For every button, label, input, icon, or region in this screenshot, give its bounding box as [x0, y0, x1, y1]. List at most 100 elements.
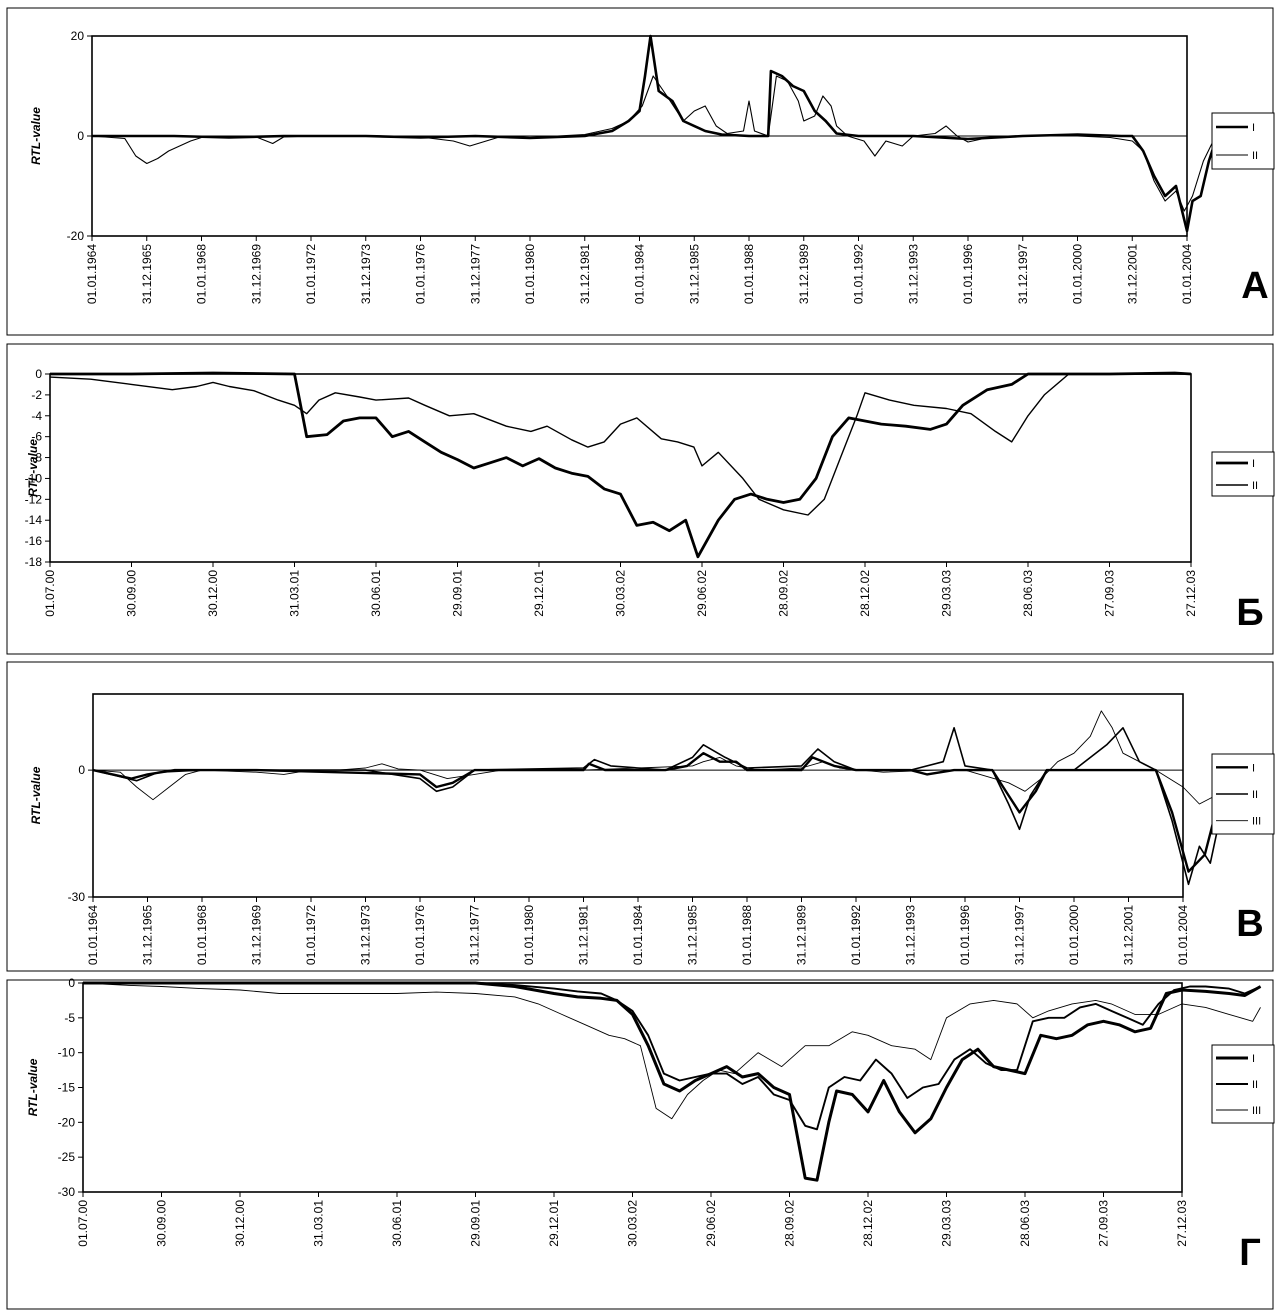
panel-frame — [6, 343, 1274, 655]
series-line-III — [92, 710, 1238, 805]
series-line-I — [83, 981, 1262, 1182]
x-tick-label: 30.09.00 — [125, 570, 139, 617]
x-tick-label: 01.07.00 — [76, 1200, 90, 1247]
y-tick-label: -10 — [58, 1046, 76, 1060]
legend-box — [1211, 451, 1275, 497]
x-tick-label: 01.01.1984 — [631, 905, 645, 965]
x-tick-label: 27.12.03 — [1184, 570, 1198, 617]
x-tick-label: 01.01.1972 — [304, 905, 318, 965]
x-tick-label: 29.12.01 — [547, 1200, 561, 1247]
legend-label-I: I — [1252, 1053, 1255, 1065]
x-tick-label: 28.06.03 — [1021, 570, 1035, 617]
x-tick-label: 31.12.1989 — [795, 905, 809, 965]
y-tick-label: 0 — [77, 129, 84, 143]
x-tick-label: 30.03.02 — [614, 570, 628, 617]
y-tick-label: -10 — [25, 471, 43, 485]
x-tick-label: 31.12.1977 — [468, 244, 482, 304]
y-tick-label: -30 — [68, 890, 86, 904]
y-tick-label: 0 — [35, 367, 42, 381]
x-tick-label: 31.03.01 — [288, 570, 302, 617]
x-tick-label: 31.12.1965 — [140, 244, 154, 304]
panel-frame — [6, 7, 1274, 336]
series-line-II — [49, 373, 1191, 516]
y-tick-label: -5 — [64, 1011, 75, 1025]
plot-area — [92, 693, 1184, 898]
x-tick-label: 01.01.1968 — [195, 244, 209, 304]
x-tick-label: 31.12.1993 — [904, 905, 918, 965]
x-tick-label: 31.12.1981 — [577, 905, 591, 965]
x-tick-label: 28.09.02 — [777, 570, 791, 617]
x-tick-label: 01.01.1972 — [304, 244, 318, 304]
x-tick-label: 01.01.2000 — [1067, 905, 1081, 965]
x-tick-label: 31.12.2001 — [1122, 905, 1136, 965]
x-tick-label: 01.01.1964 — [86, 905, 100, 965]
y-tick-label: -6 — [31, 430, 42, 444]
x-tick-label: 31.12.1993 — [906, 244, 920, 304]
x-tick-label: 30.12.00 — [233, 1200, 247, 1247]
x-tick-label: 27.12.03 — [1175, 1200, 1189, 1247]
legend-label-II: II — [1252, 150, 1258, 162]
x-tick-label: 31.12.1989 — [797, 244, 811, 304]
x-tick-label: 27.09.03 — [1097, 1200, 1111, 1247]
x-tick-label: 28.06.03 — [1018, 1200, 1032, 1247]
x-tick-label: 01.01.2004 — [1180, 244, 1194, 304]
legend-label-III: III — [1252, 1105, 1261, 1117]
x-tick-label: 30.06.01 — [369, 570, 383, 617]
y-tick-label: -30 — [58, 1185, 76, 1199]
legend-label-I: I — [1252, 458, 1255, 470]
x-tick-label: 30.03.02 — [626, 1200, 640, 1247]
y-tick-label: -16 — [25, 534, 43, 548]
x-tick-label: 01.01.1980 — [522, 905, 536, 965]
y-tick-label: 0 — [78, 763, 85, 777]
series-line-II — [91, 75, 1242, 212]
x-tick-label: 28.09.02 — [783, 1200, 797, 1247]
panel-frame — [6, 979, 1274, 1310]
panel-1: 20 0 -2001.01.1964 31.12.1965 01.01.1968 31.1… — [6, 7, 1275, 336]
x-tick-label: 31.12.1985 — [686, 905, 700, 965]
plot-area — [49, 373, 1192, 563]
x-tick-label: 01.07.00 — [43, 570, 57, 617]
y-tick-label: -4 — [31, 409, 42, 423]
y-tick-label: 20 — [71, 29, 85, 43]
x-tick-label: 31.03.01 — [312, 1200, 326, 1247]
x-tick-label: 01.01.1996 — [961, 244, 975, 304]
x-tick-label: 01.01.1980 — [523, 244, 537, 304]
x-tick-label: 31.12.1969 — [250, 905, 264, 965]
x-tick-label: 31.12.1997 — [1013, 905, 1027, 965]
y-tick-label: -20 — [67, 229, 85, 243]
legend-label-II: II — [1252, 1079, 1258, 1091]
y-axis-label: RTL-value — [29, 107, 43, 165]
panel-label: Б — [1236, 592, 1263, 634]
y-tick-label: -12 — [25, 492, 43, 506]
x-tick-label: 29.09.01 — [469, 1200, 483, 1247]
x-tick-label: 01.01.1992 — [849, 905, 863, 965]
x-tick-label: 31.12.1985 — [687, 244, 701, 304]
x-tick-label: 01.01.2000 — [1071, 244, 1085, 304]
series-line-II — [92, 727, 1239, 886]
x-tick-label: 31.12.1977 — [468, 905, 482, 965]
panel-label: А — [1241, 265, 1268, 307]
y-tick-label: -14 — [25, 513, 43, 527]
x-tick-label: 29.06.02 — [695, 570, 709, 617]
y-tick-label: -8 — [31, 451, 42, 465]
x-tick-label: 01.01.1988 — [742, 244, 756, 304]
y-axis-label: RTL-value — [26, 439, 40, 497]
series-line-I — [50, 371, 1192, 559]
x-tick-label: 29.03.03 — [940, 570, 954, 617]
x-tick-label: 31.12.1973 — [359, 244, 373, 304]
x-tick-label: 30.12.00 — [206, 570, 220, 617]
legend-box — [1211, 112, 1275, 170]
x-tick-label: 31.12.1973 — [359, 905, 373, 965]
y-axis-label: RTL-value — [26, 1058, 40, 1116]
x-tick-label: 31.12.1981 — [578, 244, 592, 304]
x-tick-label: 31.12.1965 — [141, 905, 155, 965]
y-tick-label: -15 — [58, 1081, 76, 1095]
series-line-II — [83, 982, 1261, 1131]
x-tick-label: 30.06.01 — [390, 1200, 404, 1247]
x-tick-label: 31.12.1969 — [249, 244, 263, 304]
legend-label-I: I — [1252, 762, 1255, 774]
x-tick-label: 30.09.00 — [155, 1200, 169, 1247]
legend-label-I: I — [1252, 122, 1255, 134]
